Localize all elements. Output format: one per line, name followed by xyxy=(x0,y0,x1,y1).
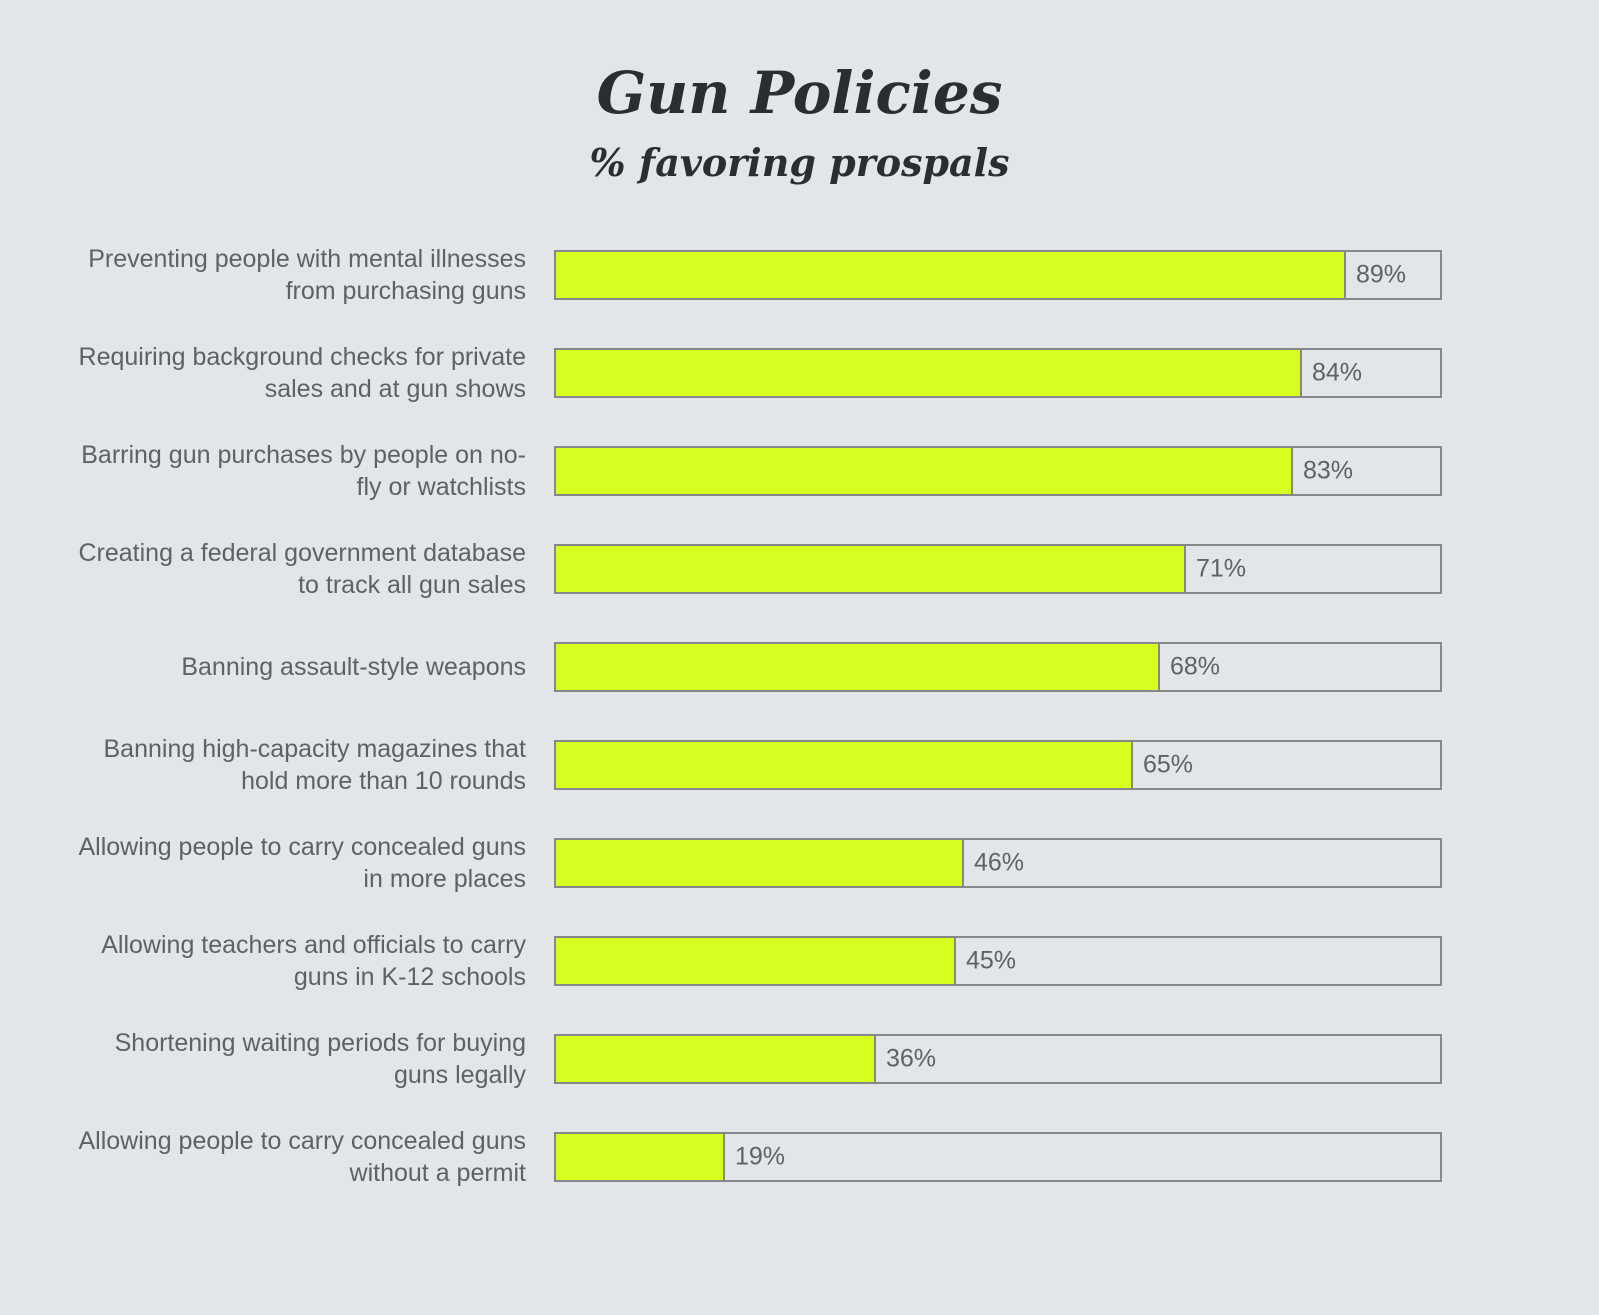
bar-row: Banning high-capacity magazines that hold… xyxy=(0,735,1599,795)
bar-track: 45% xyxy=(554,936,1442,986)
category-label-line: Banning assault-style weapons xyxy=(181,653,526,681)
bar-value-label: 83% xyxy=(1303,456,1354,485)
category-label: Shortening waiting periods for buying gun… xyxy=(56,1027,526,1091)
category-label-line: Allowing people to carry concealed guns xyxy=(78,1127,527,1155)
category-label: Preventing people with mental illnesses f… xyxy=(56,243,526,307)
bar-row: Requiring background checks for private s… xyxy=(0,343,1599,403)
bar-track: 89% xyxy=(554,250,1442,300)
category-label-line: hold more than 10 rounds xyxy=(241,767,526,795)
bar xyxy=(556,1134,725,1180)
category-label-line: Banning high-capacity magazines that xyxy=(103,735,527,763)
bar xyxy=(556,644,1160,690)
bar-track: 36% xyxy=(554,1034,1442,1084)
bar xyxy=(556,546,1186,592)
chart-subtitle: % favoring prospals xyxy=(589,140,1010,185)
bar-row: Creating a federal government database to… xyxy=(0,539,1599,599)
category-label: Barring gun purchases by people on no-fl… xyxy=(56,439,526,503)
bar-track: 65% xyxy=(554,740,1442,790)
category-label-line: Allowing people to carry concealed guns xyxy=(78,833,527,861)
category-label-line: Barring gun purchases by people on no- xyxy=(81,441,526,469)
bar-value-label: 19% xyxy=(735,1142,786,1171)
category-label: Allowing people to carry concealed guns w… xyxy=(56,1125,527,1189)
category-label: Banning assault-style weapons xyxy=(56,651,526,683)
category-label-line: fly or watchlists xyxy=(356,473,526,501)
bar-row: Allowing people to carry concealed guns w… xyxy=(0,1127,1599,1187)
category-label: Allowing people to carry concealed guns i… xyxy=(56,831,527,895)
category-label-line: from purchasing guns xyxy=(285,277,526,305)
category-label-line: Allowing teachers and officials to carry xyxy=(101,931,526,959)
bar-row: Allowing people to carry concealed guns i… xyxy=(0,833,1599,893)
bar-track: 19% xyxy=(554,1132,1442,1182)
category-label: Allowing teachers and officials to carry… xyxy=(56,929,526,993)
bar-value-label: 36% xyxy=(886,1044,937,1073)
bar-value-label: 46% xyxy=(974,848,1025,877)
bar xyxy=(556,350,1302,396)
bar-row: Banning assault-style weapons 68% xyxy=(0,642,1599,692)
bar-row: Shortening waiting periods for buying gun… xyxy=(0,1029,1599,1089)
category-label-line: to track all gun sales xyxy=(298,571,526,599)
bar-track: 83% xyxy=(554,446,1442,496)
category-label-line: Requiring background checks for private xyxy=(78,343,526,371)
category-label-line: guns in K-12 schools xyxy=(293,963,526,991)
bar xyxy=(556,840,964,886)
category-label-line: guns legally xyxy=(393,1061,526,1089)
category-label-line: Preventing people with mental illnesses xyxy=(88,245,526,273)
bar-row: Preventing people with mental illnesses f… xyxy=(0,245,1599,305)
bar-track: 84% xyxy=(554,348,1442,398)
category-label-line: Creating a federal government database xyxy=(78,539,526,567)
category-label-line: Shortening waiting periods for buying xyxy=(114,1029,526,1057)
bar xyxy=(556,938,956,984)
bar-value-label: 84% xyxy=(1312,358,1363,387)
category-label-line: sales and at gun shows xyxy=(264,375,526,403)
bar xyxy=(556,1036,876,1082)
bar-value-label: 71% xyxy=(1196,554,1247,583)
category-label-line: in more places xyxy=(363,865,526,893)
category-label-line: without a permit xyxy=(349,1159,526,1187)
bar-value-label: 65% xyxy=(1143,750,1194,779)
category-label: Requiring background checks for private s… xyxy=(56,341,526,405)
bar-track: 71% xyxy=(554,544,1442,594)
bar-value-label: 68% xyxy=(1170,652,1221,681)
category-label: Creating a federal government database to… xyxy=(56,537,526,601)
bar-track: 46% xyxy=(554,838,1442,888)
bar xyxy=(556,742,1133,788)
bar xyxy=(556,448,1293,494)
bar-value-label: 45% xyxy=(966,946,1017,975)
bar-track: 68% xyxy=(554,642,1442,692)
chart-title: Gun Policies xyxy=(596,59,1003,127)
bar xyxy=(556,252,1346,298)
category-label: Banning high-capacity magazines that hold… xyxy=(56,733,527,797)
bar-row: Barring gun purchases by people on no-fl… xyxy=(0,441,1599,501)
bar-row: Allowing teachers and officials to carry… xyxy=(0,931,1599,991)
bar-value-label: 89% xyxy=(1356,260,1407,289)
